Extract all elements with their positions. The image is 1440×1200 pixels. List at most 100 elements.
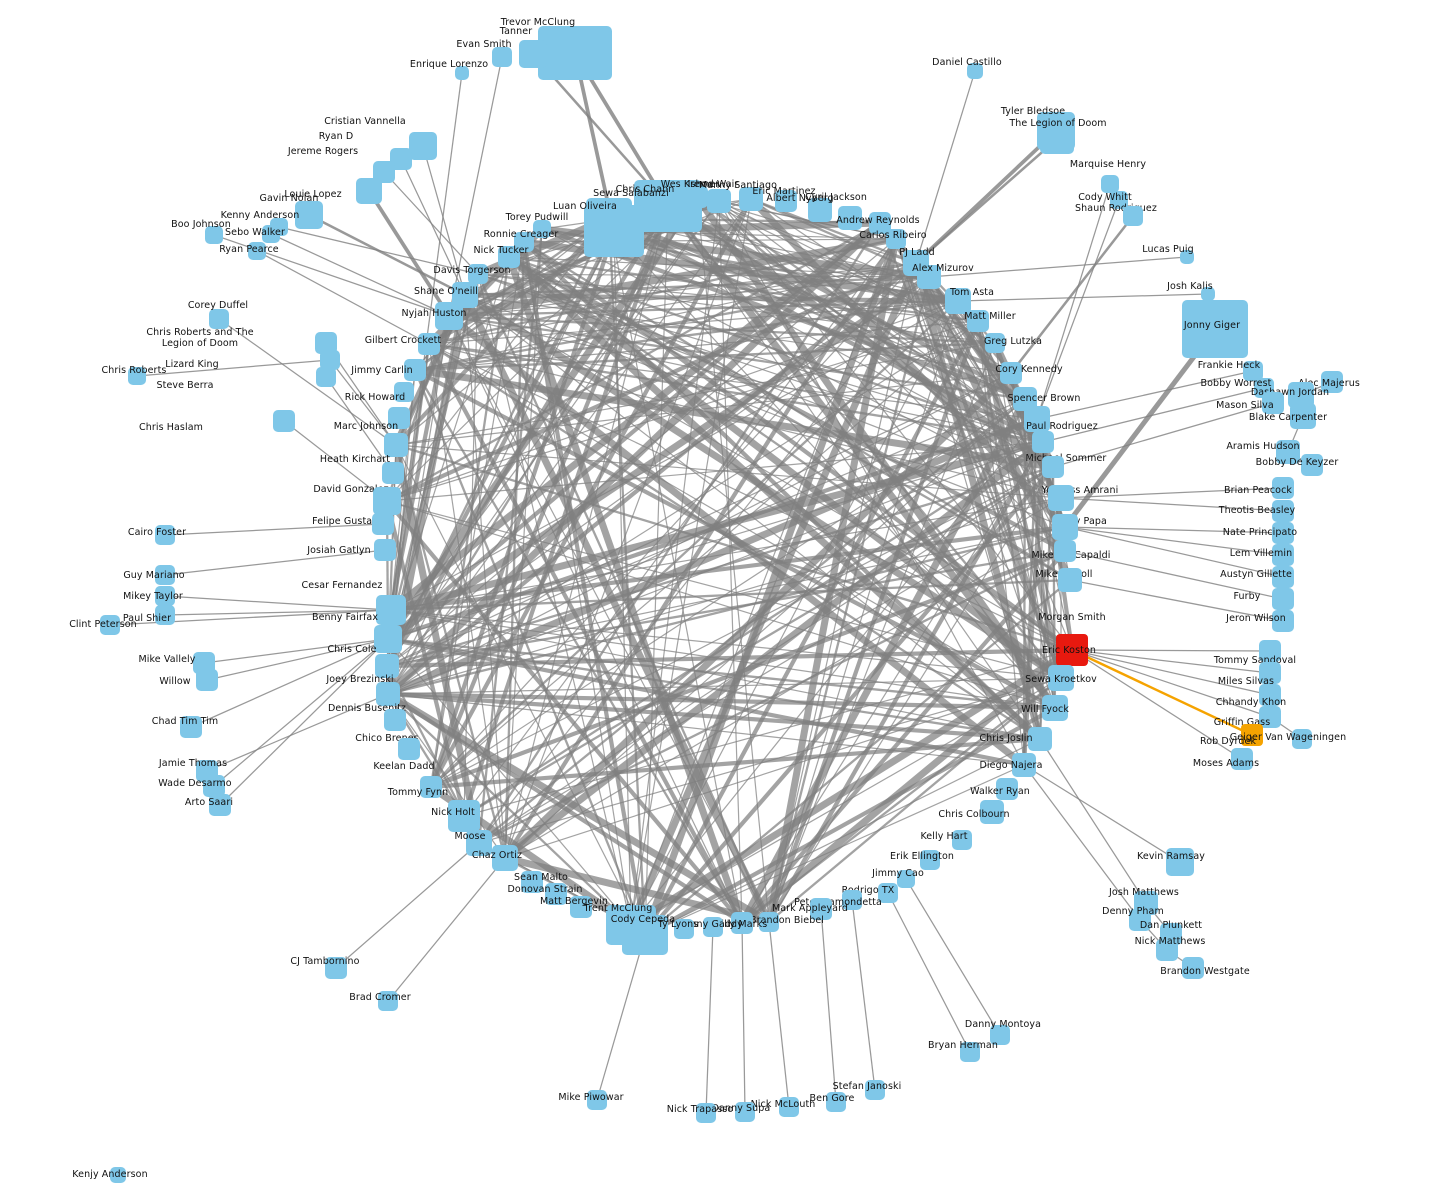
graph-node[interactable]: [193, 652, 215, 674]
graph-node[interactable]: [696, 1103, 716, 1123]
graph-node[interactable]: [196, 669, 218, 691]
graph-node[interactable]: [622, 915, 668, 955]
graph-node[interactable]: [808, 198, 832, 222]
graph-node[interactable]: [838, 206, 862, 230]
graph-node[interactable]: [372, 513, 394, 535]
graph-node[interactable]: [739, 187, 763, 211]
graph-node[interactable]: [878, 883, 898, 903]
graph-node[interactable]: [990, 1025, 1010, 1045]
graph-node[interactable]: [1301, 454, 1323, 476]
graph-node[interactable]: [587, 1090, 607, 1110]
graph-node[interactable]: [996, 778, 1018, 800]
graph-node[interactable]: [273, 410, 295, 432]
graph-node[interactable]: [570, 896, 592, 918]
graph-node[interactable]: [1129, 909, 1151, 931]
graph-node[interactable]: [735, 1102, 755, 1122]
graph-node[interactable]: [1042, 456, 1064, 478]
graph-node[interactable]: [209, 309, 229, 329]
graph-node[interactable]: [545, 883, 567, 905]
graph-node[interactable]: [398, 738, 420, 760]
graph-node[interactable]: [375, 654, 399, 678]
graph-node[interactable]: [1272, 500, 1294, 522]
graph-node[interactable]: [1231, 748, 1253, 770]
graph-node[interactable]: [1024, 406, 1050, 432]
graph-node[interactable]: [869, 212, 891, 234]
graph-node[interactable]: [1110, 191, 1128, 209]
graph-node[interactable]: [110, 1167, 126, 1183]
graph-node[interactable]: [1272, 522, 1294, 544]
graph-node[interactable]: [155, 586, 175, 606]
graph-node[interactable]: [538, 26, 612, 80]
graph-node[interactable]: [155, 525, 175, 545]
graph-node[interactable]: [468, 264, 488, 284]
graph-node[interactable]: [1012, 753, 1036, 777]
graph-node[interactable]: [448, 800, 480, 832]
graph-node[interactable]: [886, 229, 906, 249]
graph-node[interactable]: [376, 682, 400, 706]
graph-node[interactable]: [1048, 485, 1074, 511]
graph-node[interactable]: [917, 265, 941, 289]
graph-node[interactable]: [1259, 662, 1281, 684]
graph-node[interactable]: [1272, 610, 1294, 632]
graph-node[interactable]: [775, 190, 797, 212]
graph-node[interactable]: [1058, 568, 1082, 592]
graph-node[interactable]: [356, 178, 382, 204]
graph-node[interactable]: [897, 870, 915, 888]
graph-node[interactable]: [390, 148, 412, 170]
graph-node[interactable]: [373, 487, 401, 515]
graph-node[interactable]: [376, 595, 406, 625]
graph-node[interactable]: [248, 242, 266, 260]
graph-node[interactable]: [320, 350, 340, 370]
graph-node[interactable]: [759, 912, 779, 932]
graph-node[interactable]: [209, 794, 231, 816]
graph-node[interactable]: [394, 382, 414, 402]
graph-node[interactable]: [865, 1080, 885, 1100]
graph-node[interactable]: [374, 625, 402, 653]
graph-node[interactable]: [1272, 588, 1294, 610]
graph-node[interactable]: [1321, 371, 1343, 393]
graph-node[interactable]: [1054, 540, 1076, 562]
graph-node[interactable]: [1048, 665, 1074, 691]
graph-node[interactable]: [810, 898, 832, 920]
graph-node[interactable]: [155, 605, 175, 625]
graph-node[interactable]: [492, 47, 512, 67]
graph-node[interactable]: [404, 359, 426, 381]
graph-node[interactable]: [498, 246, 520, 268]
graph-node[interactable]: [960, 1042, 980, 1062]
graph-node[interactable]: [1042, 695, 1068, 721]
graph-node[interactable]: [1262, 392, 1284, 414]
graph-node[interactable]: [1259, 640, 1281, 662]
graph-node[interactable]: [519, 40, 547, 68]
graph-node[interactable]: [521, 871, 543, 893]
graph-node[interactable]: [731, 912, 753, 934]
graph-node[interactable]: [1040, 124, 1074, 154]
graph-node[interactable]: [325, 957, 347, 979]
graph-node[interactable]: [128, 367, 146, 385]
graph-node[interactable]: [1032, 431, 1054, 453]
graph-node[interactable]: [295, 201, 323, 229]
graph-node[interactable]: [1241, 724, 1263, 746]
graph-node[interactable]: [1166, 848, 1194, 876]
graph-node[interactable]: [418, 333, 440, 355]
graph-node[interactable]: [1101, 175, 1119, 193]
graph-node[interactable]: [584, 205, 644, 257]
graph-node[interactable]: [420, 776, 442, 798]
graph-node[interactable]: [100, 615, 120, 635]
graph-node[interactable]: [533, 220, 551, 238]
graph-node[interactable]: [203, 775, 225, 797]
graph-node[interactable]: [1272, 566, 1294, 588]
graph-node[interactable]: [384, 433, 408, 457]
graph-node[interactable]: [985, 333, 1005, 353]
graph-node[interactable]: [1259, 706, 1281, 728]
graph-node[interactable]: [373, 161, 395, 183]
graph-node[interactable]: [1000, 362, 1022, 384]
graph-node[interactable]: [180, 716, 202, 738]
graph-node[interactable]: [1290, 403, 1316, 429]
graph-node[interactable]: [779, 1097, 799, 1117]
graph-node[interactable]: [455, 66, 469, 80]
graph-node[interactable]: [1028, 727, 1052, 751]
graph-node[interactable]: [1056, 634, 1088, 666]
graph-node[interactable]: [1052, 514, 1078, 540]
graph-node[interactable]: [980, 800, 1004, 824]
